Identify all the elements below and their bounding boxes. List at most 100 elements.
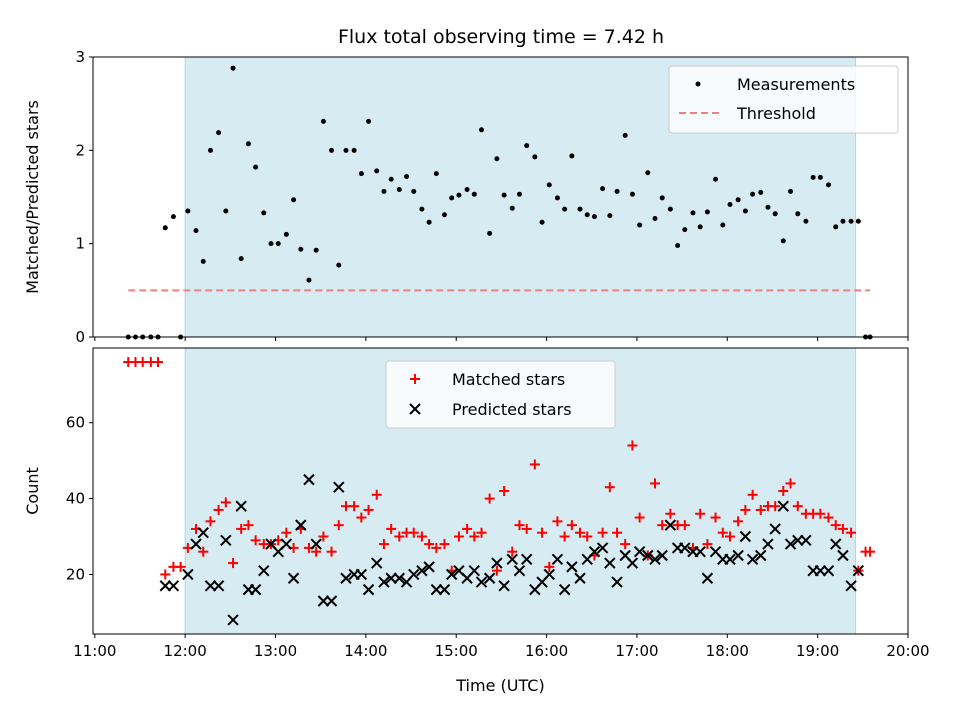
matched-star-marker bbox=[529, 459, 540, 470]
x-tick-label: 14:00 bbox=[344, 642, 387, 660]
predicted-star-marker bbox=[755, 549, 767, 562]
x-axis-label: Time (UTC) bbox=[455, 676, 544, 695]
predicted-star-marker bbox=[800, 534, 812, 547]
matched-star-marker bbox=[378, 539, 389, 550]
matched-star-marker bbox=[566, 520, 577, 531]
predicted-star-marker bbox=[235, 500, 247, 512]
matched-star-marker bbox=[575, 527, 586, 538]
matched-star-marker bbox=[733, 516, 744, 527]
measurement-point bbox=[320, 118, 326, 124]
measurement-point bbox=[306, 277, 312, 283]
measurement-point bbox=[817, 174, 823, 180]
legend-threshold-label: Threshold bbox=[736, 104, 816, 123]
predicted-star-marker bbox=[792, 534, 804, 547]
x-tick-label: 16:00 bbox=[525, 642, 568, 660]
predicted-star-marker bbox=[190, 538, 202, 550]
top-panel: 0 1 2 3 Matched/Predicted stars Measurement… bbox=[23, 48, 909, 346]
predicted-star-marker bbox=[197, 527, 209, 539]
predicted-star-marker bbox=[423, 561, 435, 573]
measurement-point bbox=[848, 218, 854, 224]
predicted-star-marker bbox=[287, 572, 300, 584]
measurement-point bbox=[464, 187, 470, 193]
matched-star-marker bbox=[597, 527, 608, 538]
matched-star-marker bbox=[213, 504, 224, 515]
measurement-point bbox=[456, 192, 462, 198]
measurement-point bbox=[388, 176, 394, 182]
measurement-point bbox=[501, 192, 507, 198]
predicted-star-marker bbox=[558, 583, 571, 596]
measurement-point bbox=[667, 206, 673, 212]
matched-star-marker bbox=[476, 527, 487, 538]
predicted-star-marker bbox=[724, 553, 736, 565]
predicted-star-marker bbox=[649, 553, 661, 565]
matched-star-marker bbox=[424, 539, 435, 550]
measurement-points bbox=[125, 65, 873, 340]
matched-star-marker bbox=[865, 546, 876, 557]
matched-star-marker bbox=[408, 527, 419, 538]
top-x-ticks bbox=[94, 337, 909, 341]
measurement-point bbox=[207, 147, 213, 153]
predicted-star-marker bbox=[633, 545, 646, 558]
matched-star-marker bbox=[394, 531, 405, 542]
matched-star-marker bbox=[552, 516, 563, 527]
measurement-point bbox=[780, 238, 786, 244]
predicted-star-marker bbox=[566, 561, 578, 573]
predicted-star-marker bbox=[483, 572, 496, 584]
predicted-star-marker bbox=[845, 580, 857, 592]
measurement-point bbox=[795, 211, 801, 217]
predicted-star-marker bbox=[340, 572, 352, 584]
matched-star-marker bbox=[198, 546, 209, 557]
measurement-point bbox=[494, 156, 500, 162]
measurement-point bbox=[336, 262, 342, 268]
matched-star-marker bbox=[785, 478, 796, 489]
measurement-point bbox=[419, 206, 425, 212]
predicted-star-marker bbox=[664, 519, 677, 531]
predicted-star-marker bbox=[362, 583, 375, 596]
predicted-star-marker bbox=[249, 583, 262, 596]
matched-star-marker bbox=[363, 504, 374, 515]
predicted-star-marker bbox=[295, 519, 307, 531]
matched-star-marker bbox=[778, 486, 789, 496]
measurement-point bbox=[283, 231, 289, 237]
matched-star-marker bbox=[620, 539, 631, 550]
predicted-star-marker bbox=[475, 576, 488, 588]
predicted-star-marker bbox=[167, 580, 180, 592]
legend-matched-marker bbox=[410, 374, 420, 384]
predicted-star-marker bbox=[408, 568, 420, 581]
predicted-star-marker bbox=[762, 538, 774, 550]
measurement-point bbox=[329, 147, 335, 153]
measurement-point bbox=[622, 132, 628, 138]
matched-star-marker bbox=[627, 440, 638, 451]
matched-star-marker bbox=[815, 508, 826, 519]
measurement-point bbox=[524, 143, 530, 149]
matched-star-marker bbox=[582, 531, 593, 542]
measurement-point bbox=[539, 219, 545, 225]
measurement-point bbox=[742, 208, 748, 214]
matched-star-marker bbox=[514, 520, 525, 531]
top-y-tick-label: 0 bbox=[75, 328, 85, 346]
measurement-point bbox=[600, 186, 606, 192]
predicted-star-marker bbox=[604, 557, 616, 569]
measurement-point bbox=[245, 141, 251, 147]
bottom-y-tick-label: 60 bbox=[66, 414, 85, 432]
matched-star-marker bbox=[431, 542, 442, 553]
observing-span-shade-bottom bbox=[184, 347, 857, 635]
predicted-star-marker bbox=[694, 545, 706, 558]
measurement-point bbox=[516, 191, 522, 197]
measurement-point bbox=[433, 171, 439, 177]
chart-title: Flux total observing time = 7.42 h bbox=[338, 26, 664, 48]
measurement-point bbox=[343, 147, 349, 153]
predicted-star-marker bbox=[204, 580, 217, 592]
measurement-point bbox=[735, 197, 741, 203]
bottom-x-ticks: 11:00 12:00 13:00 14:00 15:00 16:00 17:00 18:00… bbox=[73, 634, 930, 660]
matched-star-marker bbox=[679, 520, 690, 531]
measurement-point bbox=[396, 187, 402, 193]
measurement-point bbox=[659, 195, 665, 201]
measurement-point bbox=[471, 191, 477, 197]
matched-star-marker bbox=[837, 523, 848, 534]
measurement-point bbox=[607, 213, 613, 219]
predicted-star-marker bbox=[438, 583, 451, 596]
predicted-star-marker bbox=[588, 545, 601, 558]
matched-star-marker bbox=[507, 546, 518, 557]
matched-star-marker bbox=[236, 523, 247, 534]
